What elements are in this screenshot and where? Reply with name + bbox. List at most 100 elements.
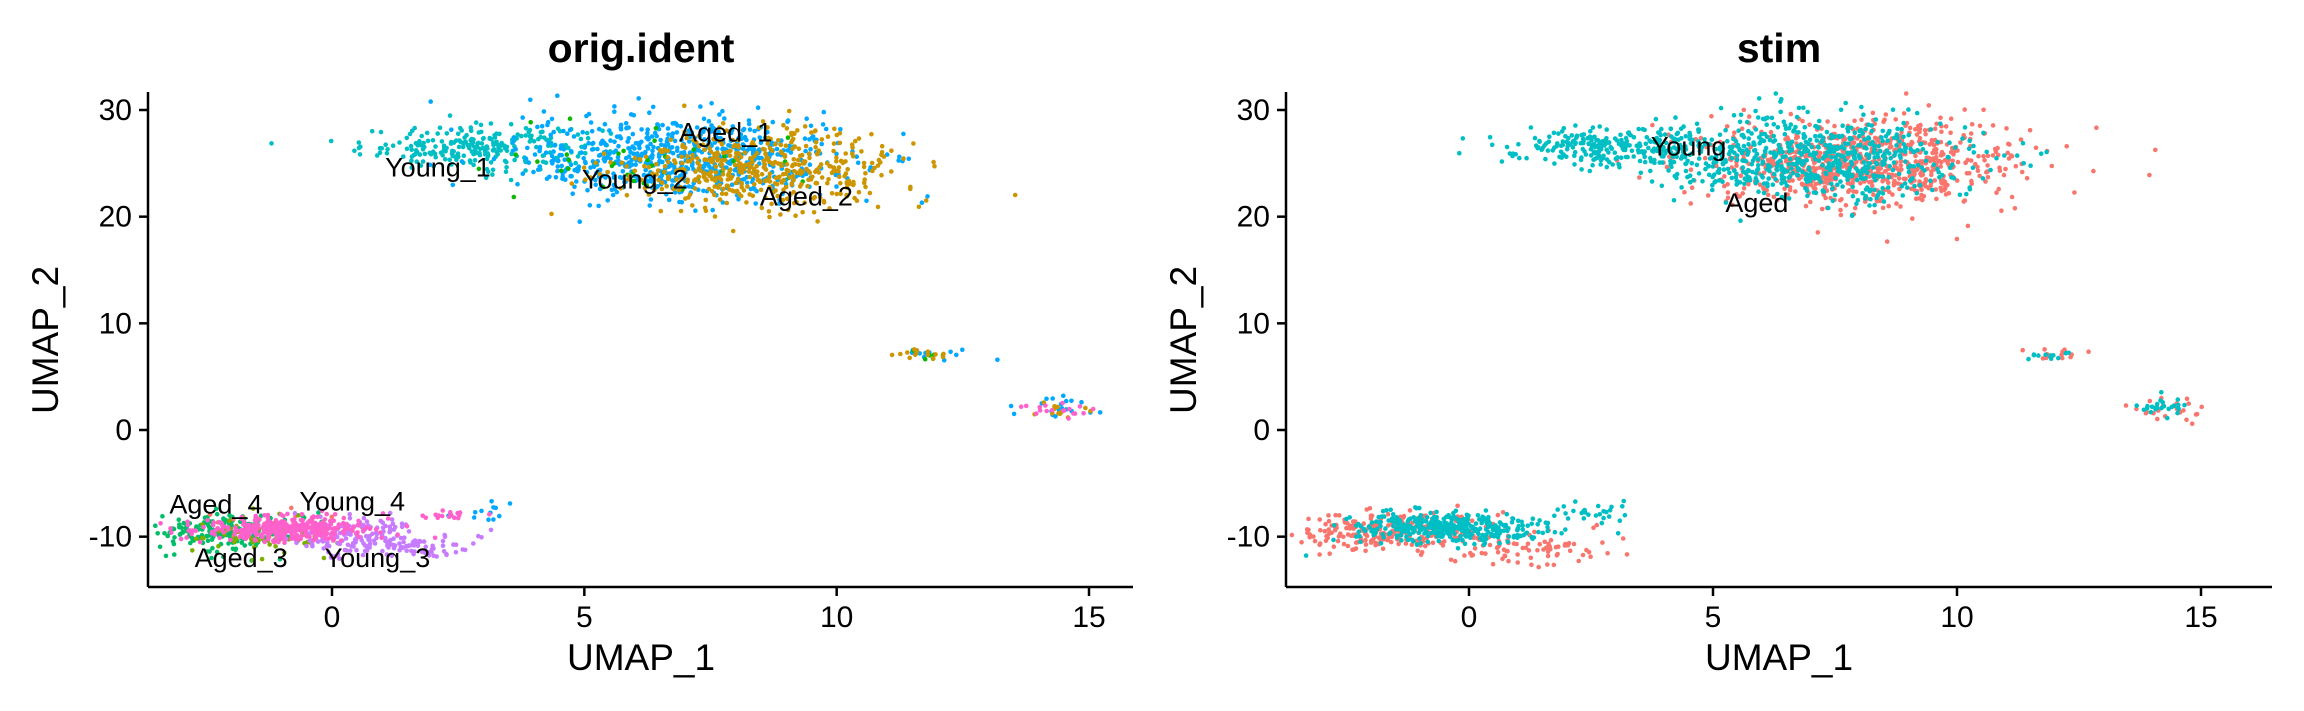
data-point <box>379 535 384 540</box>
data-point <box>1608 144 1613 150</box>
data-point <box>482 148 488 154</box>
data-point <box>925 349 931 355</box>
data-point <box>1368 513 1374 518</box>
data-point <box>1551 130 1557 136</box>
data-point <box>1631 154 1636 159</box>
data-point <box>1872 202 1877 208</box>
data-point <box>555 168 560 174</box>
data-point <box>1664 164 1670 170</box>
data-point <box>1737 194 1742 199</box>
data-point <box>1725 138 1730 144</box>
data-point <box>790 173 796 179</box>
data-point <box>814 180 820 186</box>
data-point <box>282 550 287 555</box>
data-point <box>1971 143 1976 149</box>
data-point <box>421 539 427 544</box>
data-point <box>1939 151 1945 157</box>
data-point <box>646 136 651 142</box>
data-point <box>1731 113 1737 118</box>
data-point <box>1385 511 1391 517</box>
data-point <box>1510 153 1515 159</box>
data-point <box>1713 155 1719 160</box>
data-point <box>1458 534 1463 539</box>
data-point <box>384 552 390 557</box>
data-point <box>281 529 287 534</box>
data-point <box>268 525 274 531</box>
data-point <box>419 133 425 139</box>
data-point <box>1730 144 1735 150</box>
data-point <box>778 149 784 154</box>
data-point <box>2044 149 2049 155</box>
data-point <box>612 104 617 109</box>
data-point <box>1592 151 1598 156</box>
data-point <box>1625 154 1630 160</box>
data-point <box>2184 417 2189 423</box>
data-point <box>322 536 328 541</box>
data-point <box>1536 564 1541 570</box>
data-point <box>710 125 716 131</box>
data-point <box>1646 145 1651 151</box>
data-point <box>660 122 665 128</box>
data-point <box>678 208 684 214</box>
data-point <box>1573 123 1578 128</box>
data-point <box>652 138 657 143</box>
data-point <box>534 144 539 150</box>
data-point <box>1317 517 1322 522</box>
data-point <box>692 186 698 191</box>
data-point <box>1610 162 1615 167</box>
data-point <box>579 150 584 155</box>
data-point <box>916 204 922 210</box>
data-point <box>1873 160 1879 166</box>
data-point <box>1361 526 1366 532</box>
data-point <box>311 528 317 533</box>
data-point <box>1969 178 1974 184</box>
data-point <box>1591 157 1596 163</box>
data-point <box>648 141 653 147</box>
data-point <box>399 545 405 550</box>
data-point <box>449 127 454 132</box>
data-point <box>735 176 741 182</box>
data-point <box>1756 189 1761 194</box>
data-point <box>1862 137 1867 142</box>
data-point <box>1848 125 1854 130</box>
data-point <box>277 556 283 562</box>
data-point <box>1833 175 1838 181</box>
data-point <box>2028 163 2033 168</box>
data-point <box>1906 107 1911 112</box>
data-point <box>1763 145 1769 151</box>
data-point <box>1767 137 1773 143</box>
data-point <box>1877 166 1882 171</box>
data-point <box>390 143 396 148</box>
data-point <box>1840 184 1845 189</box>
data-point <box>1529 562 1534 568</box>
data-point <box>298 517 304 523</box>
data-point <box>525 145 530 151</box>
data-point <box>717 112 722 117</box>
data-point <box>214 511 220 517</box>
data-point <box>2194 411 2200 417</box>
x-tick-label: 10 <box>820 601 853 634</box>
data-point <box>1668 158 1673 164</box>
data-point <box>605 169 611 175</box>
data-point <box>414 159 420 164</box>
data-point <box>593 177 598 183</box>
data-point <box>1501 528 1507 533</box>
data-point <box>1689 151 1695 156</box>
data-point <box>1702 137 1707 142</box>
data-point <box>753 201 758 206</box>
data-point <box>1363 537 1368 543</box>
data-point <box>686 195 691 200</box>
data-point <box>1884 239 1890 244</box>
data-point <box>1887 163 1892 169</box>
data-point <box>1653 139 1658 145</box>
data-point <box>409 165 415 170</box>
data-point <box>447 113 453 118</box>
data-point <box>207 549 212 554</box>
data-point <box>678 124 684 129</box>
data-point <box>1867 161 1873 166</box>
data-point <box>776 138 781 143</box>
data-point <box>370 531 375 537</box>
data-point <box>363 533 369 539</box>
data-point <box>1671 159 1677 165</box>
data-point <box>2021 161 2026 166</box>
